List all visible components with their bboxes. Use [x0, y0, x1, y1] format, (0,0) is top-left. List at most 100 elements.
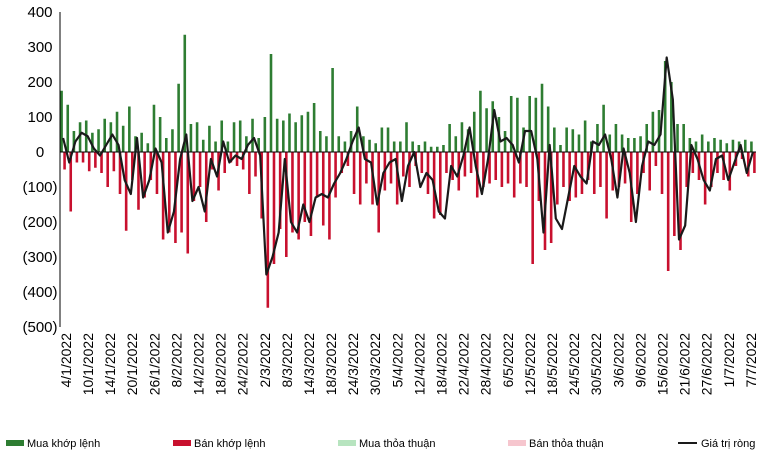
bar-mua-khop-lenh: [583, 120, 587, 152]
bar-mua-khop-lenh: [245, 136, 248, 152]
x-tick-label: 26/1/2022: [146, 333, 162, 395]
bar-ban-khop-lenh: [568, 152, 571, 201]
bar-mua-khop-lenh: [331, 68, 334, 152]
bar-mua-khop-lenh: [743, 139, 747, 152]
bar-ban-khop-lenh: [605, 152, 608, 219]
bar-mua-khop-lenh: [645, 124, 649, 152]
bar-ban-khop-lenh: [506, 152, 510, 184]
bar-mua-khop-lenh: [282, 120, 285, 152]
y-tick-label: (100): [22, 179, 57, 196]
x-tick-label: 12/5/2022: [522, 333, 538, 395]
bar-mua-khop-lenh: [626, 138, 630, 152]
bar-mua-khop-lenh: [657, 110, 661, 152]
bar-mua-khop-lenh: [171, 129, 174, 152]
bar-mua-khop-lenh: [208, 125, 211, 152]
bar-mua-khop-lenh: [232, 122, 236, 152]
bar-mua-khop-lenh: [214, 141, 217, 152]
bar-ban-khop-lenh: [161, 152, 165, 240]
bar-ban-khop-lenh: [180, 152, 183, 233]
y-tick-label: (300): [22, 249, 57, 266]
bar-ban-khop-lenh: [94, 152, 97, 168]
bar-mua-khop-lenh: [386, 127, 390, 152]
bar-ban-khop-lenh: [426, 152, 430, 194]
y-tick-label: (500): [22, 319, 57, 336]
bar-mua-khop-lenh: [676, 124, 679, 152]
bar-ban-khop-lenh: [204, 152, 208, 222]
bar-ban-khop-lenh: [254, 152, 257, 177]
bar-mua-khop-lenh: [540, 83, 544, 152]
x-tick-label: 6/5/2022: [500, 333, 516, 388]
bar-ban-khop-lenh: [519, 152, 522, 184]
legend-swatch-mua-thoa-thuan: [338, 440, 356, 446]
bar-mua-khop-lenh: [177, 83, 180, 152]
bar-ban-khop-lenh: [556, 152, 559, 205]
legend-label-mua-thoa-thuan: Mua thỏa thuận: [359, 438, 435, 450]
bar-mua-khop-lenh: [362, 136, 365, 152]
bar-mua-khop-lenh: [392, 141, 396, 152]
bar-ban-khop-lenh: [112, 152, 116, 172]
bar-mua-khop-lenh: [251, 118, 254, 152]
y-tick-label: (400): [22, 284, 57, 301]
bar-ban-khop-lenh: [229, 152, 233, 163]
bar-mua-khop-lenh: [651, 111, 655, 152]
bar-mua-khop-lenh: [559, 145, 562, 152]
bar-mua-khop-lenh: [485, 108, 488, 152]
bar-ban-khop-lenh: [340, 152, 344, 173]
bar-ban-khop-lenh: [402, 152, 405, 177]
x-tick-label: 21/6/2022: [677, 333, 693, 395]
bar-ban-khop-lenh: [408, 152, 411, 187]
bar-mua-khop-lenh: [380, 127, 384, 152]
bar-ban-khop-lenh: [636, 152, 639, 194]
bar-mua-khop-lenh: [565, 127, 568, 152]
y-tick-label: 200: [27, 74, 52, 91]
legend-label-ban-thoa-thuan: Bán thỏa thuận: [529, 438, 604, 450]
bar-ban-khop-lenh: [303, 152, 307, 222]
bar-ban-khop-lenh: [673, 152, 676, 236]
bar-mua-khop-lenh: [60, 90, 63, 152]
bar-mua-khop-lenh: [152, 104, 156, 152]
bar-ban-khop-lenh: [494, 152, 498, 180]
x-tick-label: 8/3/2022: [279, 333, 295, 388]
bar-ban-khop-lenh: [438, 152, 442, 215]
bar-mua-khop-lenh: [448, 124, 451, 152]
bar-mua-khop-lenh: [195, 122, 199, 152]
bar-mua-khop-lenh: [183, 34, 187, 152]
bar-ban-khop-lenh: [722, 152, 725, 180]
bar-ban-khop-lenh: [445, 152, 448, 173]
bar-mua-khop-lenh: [503, 131, 507, 152]
x-tick-label: 14/1/2022: [102, 333, 118, 395]
y-tick-label: (200): [22, 214, 57, 231]
bar-ban-khop-lenh: [420, 152, 424, 173]
bar-mua-khop-lenh: [546, 106, 550, 152]
bar-mua-khop-lenh: [466, 129, 470, 152]
bar-mua-khop-lenh: [294, 122, 297, 152]
bar-ban-khop-lenh: [192, 152, 196, 201]
y-tick-label: 300: [27, 39, 52, 56]
bar-ban-khop-lenh: [463, 152, 467, 177]
x-tick-label: 12/4/2022: [411, 333, 427, 395]
x-tick-label: 3/6/2022: [610, 333, 626, 388]
bar-ban-khop-lenh: [549, 152, 553, 243]
bar-mua-khop-lenh: [91, 132, 94, 152]
bar-ban-khop-lenh: [716, 152, 719, 173]
bar-mua-khop-lenh: [670, 82, 673, 152]
bar-ban-khop-lenh: [592, 152, 596, 194]
bar-ban-khop-lenh: [574, 152, 578, 198]
bar-mua-khop-lenh: [318, 131, 322, 152]
bar-ban-khop-lenh: [143, 152, 146, 198]
x-tick-label: 18/2/2022: [213, 333, 229, 395]
bar-ban-khop-lenh: [87, 152, 91, 172]
bar-ban-khop-lenh: [309, 152, 313, 236]
bar-mua-khop-lenh: [97, 129, 100, 152]
bar-mua-khop-lenh: [201, 139, 205, 152]
bar-mua-khop-lenh: [300, 115, 304, 152]
bar-mua-khop-lenh: [128, 106, 131, 152]
bar-mua-khop-lenh: [442, 145, 445, 152]
bar-ban-khop-lenh: [580, 152, 584, 194]
bar-mua-khop-lenh: [411, 141, 414, 152]
bar-mua-khop-lenh: [115, 111, 119, 152]
bar-ban-khop-lenh: [241, 152, 245, 170]
bar-ban-khop-lenh: [500, 152, 504, 187]
bar-ban-khop-lenh: [623, 152, 627, 184]
